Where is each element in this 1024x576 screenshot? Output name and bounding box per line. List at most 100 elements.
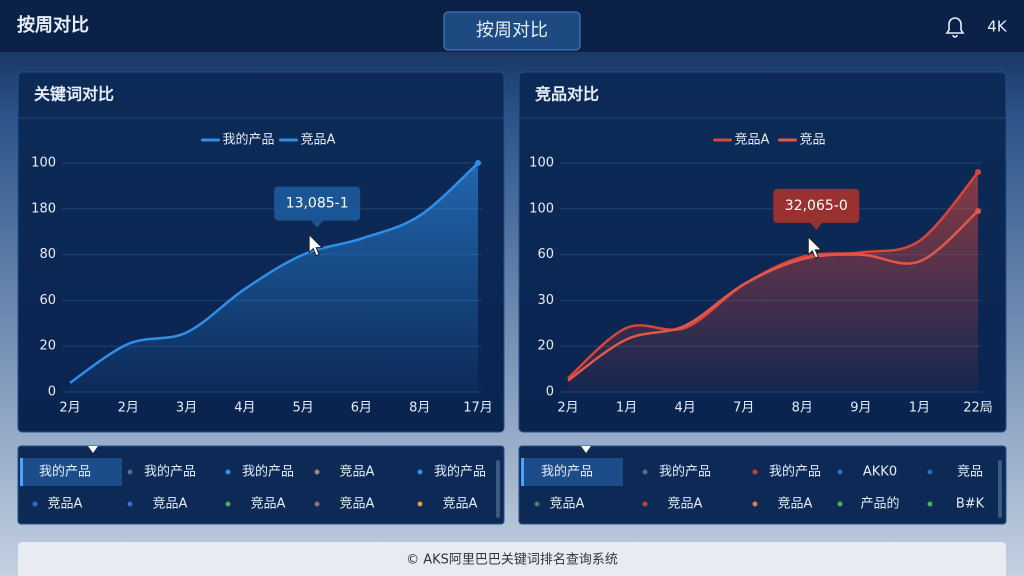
cell-dot bbox=[32, 501, 38, 507]
y-tick-label: 0 bbox=[546, 385, 554, 400]
x-tick-label: 8月 bbox=[792, 401, 813, 416]
cell-dot bbox=[837, 469, 843, 475]
end-point bbox=[975, 169, 981, 176]
pointer bbox=[88, 446, 98, 453]
tooltip-arrow bbox=[311, 220, 324, 228]
table-cell[interactable]: 竞品A bbox=[443, 496, 478, 512]
x-tick-label: 2月 bbox=[118, 401, 139, 416]
table-cell[interactable]: 竞品A bbox=[778, 496, 813, 512]
table-panel bbox=[17, 445, 505, 525]
table-cell[interactable]: 我的产品 bbox=[541, 464, 593, 480]
table-cell[interactable]: 产品的 bbox=[860, 496, 899, 512]
x-tick-label: 17月 bbox=[463, 401, 493, 416]
table-cell[interactable]: 竞品A bbox=[668, 496, 703, 512]
tooltip bbox=[773, 188, 860, 223]
x-tick-label: 1月 bbox=[909, 401, 930, 416]
end-point bbox=[475, 160, 481, 166]
bell-icon[interactable] bbox=[945, 17, 965, 38]
table-cell[interactable]: 竞品A bbox=[550, 496, 585, 512]
cell-dot bbox=[534, 501, 540, 507]
cell-dot bbox=[417, 469, 423, 475]
table-cell[interactable]: 竞品A bbox=[340, 464, 375, 480]
cursor-icon bbox=[807, 235, 823, 259]
table-cell[interactable]: 竞品A bbox=[153, 496, 188, 512]
cell-dot bbox=[225, 469, 231, 475]
cell-dot bbox=[927, 469, 933, 475]
x-tick-label: 9月 bbox=[850, 401, 871, 416]
table-cell[interactable]: 我的产品 bbox=[144, 464, 196, 480]
y-tick-label: 20 bbox=[39, 339, 56, 354]
cell-dot bbox=[837, 501, 843, 507]
legend-label[interactable]: 我的产品 bbox=[223, 132, 275, 148]
selected-marker bbox=[521, 458, 524, 486]
tooltip bbox=[274, 186, 361, 221]
area-fill bbox=[70, 163, 478, 392]
x-tick-label: 22局 bbox=[963, 401, 993, 416]
table-cell[interactable]: 我的产品 bbox=[769, 464, 821, 480]
scrollbar bbox=[496, 460, 500, 518]
table-cell[interactable]: 竞品 bbox=[957, 464, 983, 480]
y-tick-label: 60 bbox=[39, 293, 56, 308]
legend-label[interactable]: 竞品 bbox=[800, 132, 826, 148]
y-tick-label: 100 bbox=[529, 156, 554, 171]
header-title: 按周对比 bbox=[17, 14, 89, 36]
x-tick-label: 4月 bbox=[675, 401, 696, 416]
resolution[interactable]: 4K bbox=[987, 18, 1008, 36]
tooltip-arrow bbox=[810, 222, 823, 230]
x-tick-label: 5月 bbox=[293, 401, 314, 416]
y-tick-label: 180 bbox=[31, 201, 56, 216]
x-tick-label: 3月 bbox=[176, 401, 197, 416]
cell-dot bbox=[314, 501, 320, 507]
selected-marker bbox=[20, 458, 23, 486]
x-tick-label: 1月 bbox=[616, 401, 637, 416]
cursor-icon bbox=[308, 233, 324, 257]
selected-cell[interactable] bbox=[20, 458, 122, 486]
y-tick-label: 100 bbox=[529, 201, 554, 216]
tooltip-text: 32,065-0 bbox=[785, 198, 848, 214]
cell-dot bbox=[752, 501, 758, 507]
y-tick-label: 100 bbox=[31, 156, 56, 171]
y-tick-label: 60 bbox=[537, 247, 554, 262]
x-tick-label: 2月 bbox=[59, 401, 80, 416]
cell-dot bbox=[417, 501, 423, 507]
panel-title: 竞品对比 bbox=[535, 85, 599, 104]
x-tick-label: 6月 bbox=[351, 401, 372, 416]
cell-dot bbox=[642, 501, 648, 507]
table-cell[interactable]: AKK0 bbox=[863, 465, 897, 480]
y-tick-label: 20 bbox=[537, 339, 554, 354]
cell-dot bbox=[225, 501, 231, 507]
tooltip-text: 13,085-1 bbox=[286, 196, 349, 212]
x-tick-label: 8月 bbox=[409, 401, 430, 416]
selected-cell[interactable] bbox=[521, 458, 623, 486]
pointer bbox=[581, 446, 591, 453]
cell-dot bbox=[752, 469, 758, 475]
cell-dot bbox=[127, 469, 133, 475]
table-cell[interactable]: 竞品A bbox=[251, 496, 286, 512]
y-tick-label: 30 bbox=[537, 293, 554, 308]
legend-label[interactable]: 竞品A bbox=[301, 132, 336, 148]
x-tick-label: 2月 bbox=[557, 401, 578, 416]
area-fill bbox=[568, 172, 978, 392]
table-cell[interactable]: 竞品A bbox=[48, 496, 83, 512]
cell-dot bbox=[642, 469, 648, 475]
cell-dot bbox=[927, 501, 933, 507]
tab-label[interactable]: 按周对比 bbox=[476, 20, 548, 41]
x-tick-label: 4月 bbox=[234, 401, 255, 416]
cell-dot bbox=[127, 501, 133, 507]
table-cell[interactable]: B#K bbox=[956, 497, 985, 512]
table-cell[interactable]: 我的产品 bbox=[659, 464, 711, 480]
footer-bar bbox=[18, 542, 1006, 576]
table-panel bbox=[518, 445, 1007, 525]
line bbox=[567, 210, 979, 382]
table-cell[interactable]: 竞品A bbox=[340, 496, 375, 512]
cell-dot bbox=[314, 469, 320, 475]
legend-label[interactable]: 竞品A bbox=[735, 132, 770, 148]
table-cell[interactable]: 我的产品 bbox=[39, 464, 91, 480]
panel-title: 关键词对比 bbox=[34, 85, 114, 104]
table-cell[interactable]: 我的产品 bbox=[242, 464, 294, 480]
table-cell[interactable]: 我的产品 bbox=[434, 464, 486, 480]
end-point bbox=[975, 208, 981, 215]
y-tick-label: 80 bbox=[39, 247, 56, 262]
tab[interactable] bbox=[443, 11, 581, 51]
